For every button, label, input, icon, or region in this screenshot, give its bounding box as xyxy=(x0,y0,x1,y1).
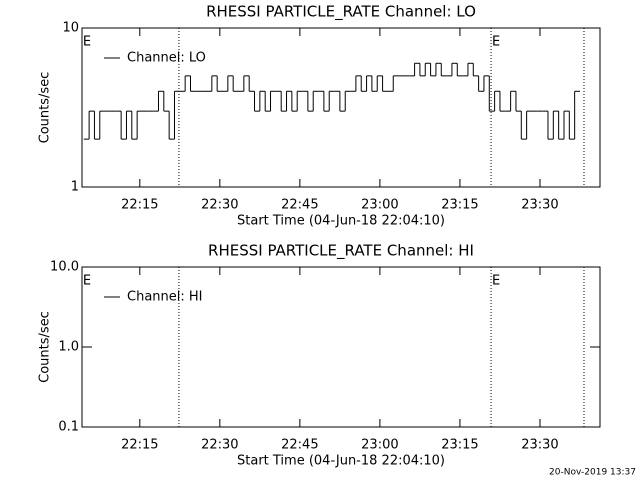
y-axis-label: Counts/sec xyxy=(38,311,53,383)
legend-label: Channel: HI xyxy=(127,290,203,305)
x-tick-label: 23:30 xyxy=(521,198,558,213)
x-tick-label: 23:15 xyxy=(441,438,478,453)
x-axis-label: Start Time (04-Jun-18 22:04:10) xyxy=(237,214,445,229)
chart-title: RHESSI PARTICLE_RATE Channel: LO xyxy=(206,3,476,22)
x-tick-label: 23:00 xyxy=(361,198,398,213)
x-tick-label: 22:15 xyxy=(121,438,158,453)
annotation: E xyxy=(83,35,91,50)
annotation: E xyxy=(492,35,500,50)
y-axis-label: Counts/sec xyxy=(38,72,53,144)
annotation: E xyxy=(83,274,91,289)
y-tick-label: 10.0 xyxy=(50,260,79,275)
legend-label: Channel: LO xyxy=(127,51,206,66)
x-tick-label: 22:45 xyxy=(281,198,318,213)
annotation: E xyxy=(492,274,500,289)
x-tick-label: 23:15 xyxy=(441,198,478,213)
y-tick-label: 1.0 xyxy=(58,340,79,355)
x-axis-label: Start Time (04-Jun-18 22:04:10) xyxy=(237,454,445,469)
plot-frame xyxy=(81,27,601,188)
x-tick-label: 22:30 xyxy=(201,198,238,213)
x-tick-label: 23:30 xyxy=(521,438,558,453)
y-tick-label: 10 xyxy=(62,21,79,36)
x-tick-label: 22:45 xyxy=(281,438,318,453)
chart-title: RHESSI PARTICLE_RATE Channel: HI xyxy=(208,242,474,261)
y-tick-label: 1 xyxy=(71,180,79,195)
x-tick-label: 22:15 xyxy=(121,198,158,213)
x-tick-label: 22:30 xyxy=(201,438,238,453)
y-tick-label: 0.1 xyxy=(58,420,79,435)
x-tick-label: 23:00 xyxy=(361,438,398,453)
footer: 20-Nov-2019 13:37 xyxy=(549,468,636,478)
